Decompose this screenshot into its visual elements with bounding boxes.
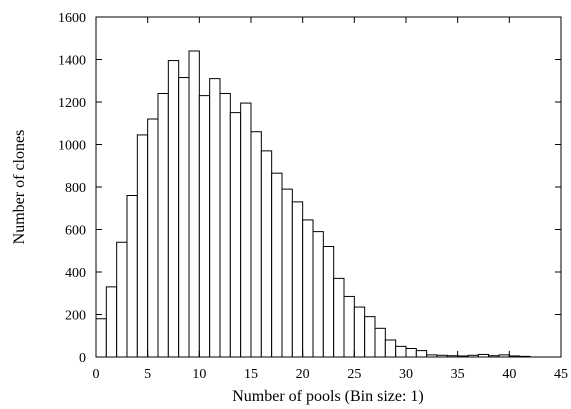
histogram-bar [209,78,221,358]
histogram-bar [250,131,262,358]
histogram-bar [105,286,118,358]
bars-group [95,50,531,358]
histogram-bar [157,93,169,358]
histogram-bar [178,77,190,358]
histogram-bar [384,339,397,358]
y-axis-title: Number of clones [11,130,28,245]
x-axis-title: Number of pools (Bin size: 1) [232,388,424,405]
y-tick-label: 1400 [58,54,86,69]
histogram-bar [188,50,200,358]
x-tick-label: 40 [502,367,516,382]
tick-labels-group: 0 5 10 15 20 25 30 35 40 45 0 200 400 600 800 1000 1200 1… [58,11,568,382]
y-tick-label: 1200 [58,96,86,111]
histogram-bar [405,348,417,358]
histogram-bar [395,345,407,358]
ticks-group [95,16,562,358]
histogram-bar [229,112,242,358]
histogram-bar [95,318,107,358]
histogram-bar [219,93,231,358]
histogram-bar [364,316,376,358]
histogram-bar [291,201,304,358]
histogram-bar [240,102,252,358]
histogram-bar [312,231,324,358]
histogram-bar [116,241,128,358]
y-tick-label: 400 [65,266,86,281]
x-tick-label: 15 [244,367,258,382]
y-tick-label: 1600 [58,11,86,26]
y-tick-label: 200 [65,309,86,324]
histogram-bar [147,118,159,358]
histogram-bar [198,95,211,358]
x-tick-label: 10 [192,367,206,382]
histogram-bar [322,246,335,358]
x-tick-label: 5 [144,367,151,382]
histogram-bar [343,295,355,358]
y-tick-label: 600 [65,224,86,239]
histogram-bar [167,60,180,358]
histogram-bar [260,150,273,358]
histogram-bar [136,134,149,358]
y-tick-label: 800 [65,181,86,196]
x-tick-label: 20 [296,367,310,382]
x-tick-label: 0 [93,367,100,382]
histogram-bar [353,306,366,358]
histogram-bar [271,172,283,358]
y-tick-label: 1000 [58,139,86,154]
x-tick-label: 30 [399,367,413,382]
x-tick-label: 35 [451,367,465,382]
x-tick-label: 45 [554,367,568,382]
y-tick-label: 0 [79,351,86,366]
histogram-bar [281,188,293,358]
histogram-bar [415,350,428,358]
histogram-bar [302,219,314,358]
histogram-bar [333,277,345,358]
histogram-bar [126,195,138,358]
x-tick-label: 25 [347,367,361,382]
histogram-bar [374,327,386,358]
